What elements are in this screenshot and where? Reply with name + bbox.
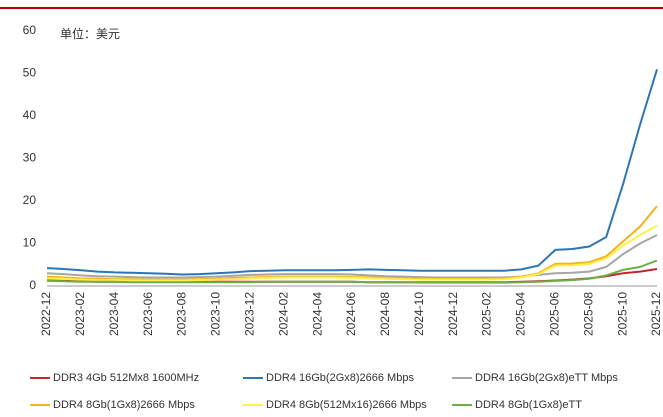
x-tick-label: 2025-10 [615,292,629,336]
x-tick-label: 2024-04 [310,292,324,336]
x-tick-label: 2023-10 [209,292,223,336]
x-tick-label: 2024-08 [378,292,392,336]
x-tick-label: 2023-08 [175,292,189,336]
x-tick-label: 2025-06 [548,292,562,336]
legend-label: DDR4 16Gb(2Gx8)eTT Mbps [475,372,618,384]
x-tick-label: 2024-12 [446,292,460,336]
y-tick-label: 60 [23,23,37,37]
x-tick-label: 2023-02 [73,292,87,336]
top-bar [0,7,663,9]
series-line [46,69,658,276]
y-tick-label: 0 [29,278,36,292]
y-tick-label: 50 [23,66,37,80]
x-tick-label: 2025-04 [514,292,528,336]
x-tick-label: 2025-02 [480,292,494,336]
y-tick-label: 40 [23,108,37,122]
annotation: 单位：美元 [60,26,120,41]
x-tick-label: 2024-10 [412,292,426,336]
x-tick-label: 2025-08 [581,292,595,336]
legend-label: DDR4 8Gb(512Mx16)2666 Mbps [266,399,427,411]
x-tick-label: 2023-04 [107,292,121,336]
series-line [46,234,658,279]
y-tick-label: 30 [23,151,37,165]
series-line [46,224,658,282]
x-tick-label: 2023-12 [243,292,257,336]
legend-label: DDR4 8Gb(1Gx8)2666 Mbps [53,399,195,411]
legend-label: DDR3 4Gb 512Mx8 1600MHz [53,372,199,384]
x-tick-label: 2024-02 [276,292,290,336]
x-tick-label: 2023-06 [141,292,155,336]
legend-label: DDR4 16Gb(2Gx8)2666 Mbps [266,372,414,384]
series-line [46,259,658,284]
y-tick-label: 20 [23,193,37,207]
x-tick-label: 2024-06 [344,292,358,336]
series-line [46,205,658,281]
x-tick-label: 2025-12 [649,292,663,336]
x-tick-label: 2022-12 [39,292,53,336]
y-tick-label: 10 [23,236,37,250]
legend-label: DDR4 8Gb(1Gx8)eTT [475,399,582,411]
